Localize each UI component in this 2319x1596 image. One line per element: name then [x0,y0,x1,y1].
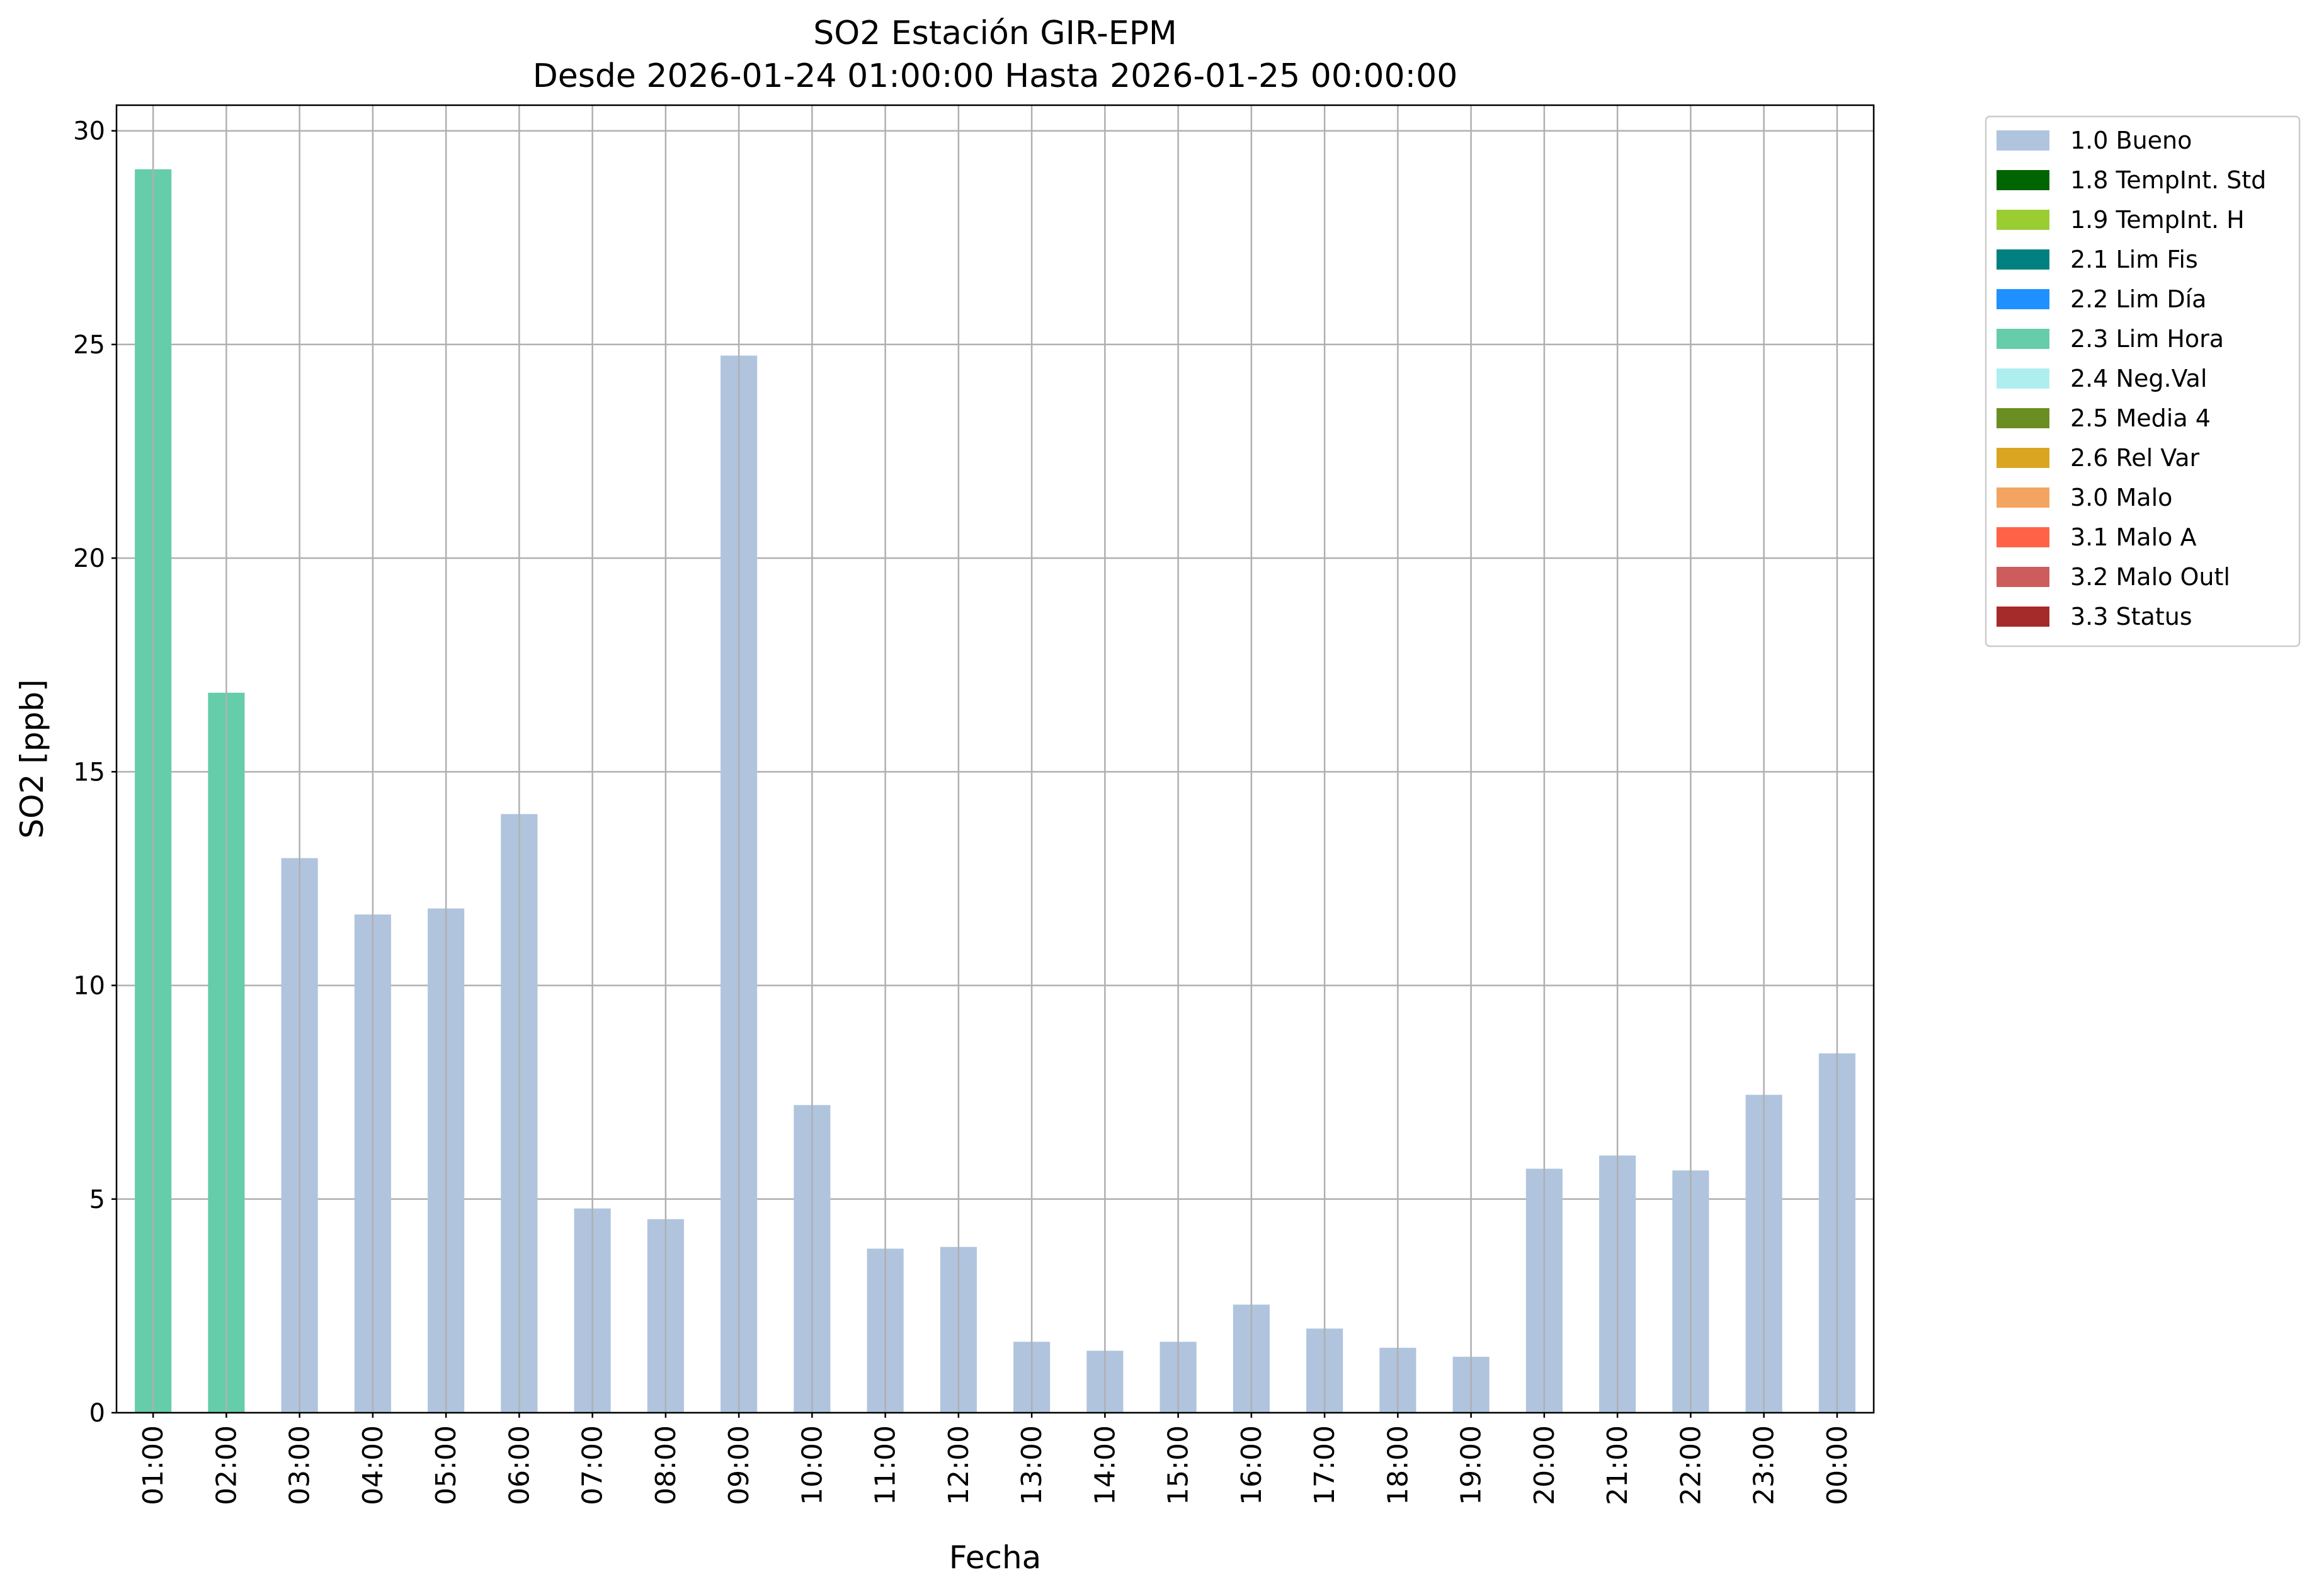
bars [135,169,1855,1413]
chart-title: SO2 Estación GIR-EPM [813,14,1177,52]
legend-swatch [1997,527,2049,547]
x-tick-label: 22:00 [1675,1425,1707,1505]
legend-label: 3.3 Status [2070,603,2192,630]
legend-swatch [1997,368,2049,389]
x-tick-label: 09:00 [723,1425,755,1505]
legend-label: 2.1 Lim Fis [2070,246,2198,273]
legend-label: 3.0 Malo [2070,484,2172,511]
legend-label: 1.8 TempInt. Std [2070,166,2266,194]
x-tick-label: 20:00 [1529,1425,1561,1505]
plot-frame [115,104,1875,1414]
x-tick-label: 05:00 [430,1425,462,1505]
legend-label: 2.4 Neg.Val [2070,365,2207,392]
x-tick-label: 23:00 [1748,1425,1781,1505]
legend-swatch [1997,289,2049,309]
x-tick-label: 03:00 [284,1425,316,1505]
x-tick-label: 16:00 [1236,1425,1268,1505]
x-tick-label: 12:00 [943,1425,975,1505]
y-tick-label: 15 [73,758,105,787]
y-tick-label: 20 [73,544,105,573]
y-tick-label: 5 [89,1185,105,1214]
x-axis-label: Fecha [949,1539,1042,1576]
x-tick-label: 21:00 [1602,1425,1634,1505]
x-tick-label: 11:00 [870,1425,902,1505]
legend-swatch [1997,448,2049,468]
legend-label: 2.6 Rel Var [2070,444,2200,472]
legend: 1.0 Bueno 1.8 TempInt. Std 1.9 TempInt. H 2… [1985,115,2301,647]
x-tick-label: 17:00 [1309,1425,1341,1505]
x-tick-label: 10:00 [796,1425,828,1505]
legend-label: 2.3 Lim Hora [2070,325,2224,353]
x-tick-label: 13:00 [1016,1425,1048,1505]
x-tick-label: 04:00 [357,1425,389,1505]
y-axis-label: SO2 [ppb] [14,679,50,838]
legend-swatch [1997,607,2049,627]
x-tick-label: 08:00 [650,1425,682,1505]
chart-subtitle: Desde 2026-01-24 01:00:00 Hasta 2026-01-… [533,57,1458,95]
x-ticks: 01:00 02:00 03:00 04:00 05:00 06:00 07:00 08:00… [137,1413,1854,1505]
grid-vertical [152,105,1838,1413]
x-tick-label: 06:00 [503,1425,535,1505]
legend-swatch [1997,329,2049,349]
legend-label: 3.2 Malo Outl [2070,563,2230,591]
y-ticks: 0 5 10 15 20 25 30 [73,117,117,1428]
legend-swatch [1997,567,2049,587]
y-tick-label: 25 [73,331,105,360]
x-tick-label: 01:00 [137,1425,169,1505]
x-tick-label: 00:00 [1821,1425,1854,1505]
x-tick-label: 18:00 [1382,1425,1414,1505]
legend-swatch [1997,249,2049,270]
x-tick-label: 14:00 [1089,1425,1121,1505]
x-tick-label: 07:00 [577,1425,609,1505]
legend-swatch [1997,408,2049,428]
x-tick-label: 15:00 [1163,1425,1195,1505]
legend-label: 2.2 Lim Día [2070,285,2206,313]
legend-label: 2.5 Media 4 [2070,404,2211,432]
legend-swatch [1997,130,2049,151]
y-tick-label: 0 [89,1399,105,1428]
legend-swatch [1997,487,2049,508]
grid [117,130,1874,1414]
legend-swatch [1997,210,2049,230]
legend-label: 1.9 TempInt. H [2070,206,2245,234]
legend-swatch [1997,170,2049,190]
legend-label: 1.0 Bueno [2070,127,2192,154]
y-tick-label: 10 [73,972,105,1001]
legend-label: 3.1 Malo A [2070,523,2196,551]
y-tick-label: 30 [73,117,105,146]
legend-box [1985,115,2301,647]
x-tick-label: 02:00 [210,1425,242,1505]
x-tick-label: 19:00 [1456,1425,1488,1505]
